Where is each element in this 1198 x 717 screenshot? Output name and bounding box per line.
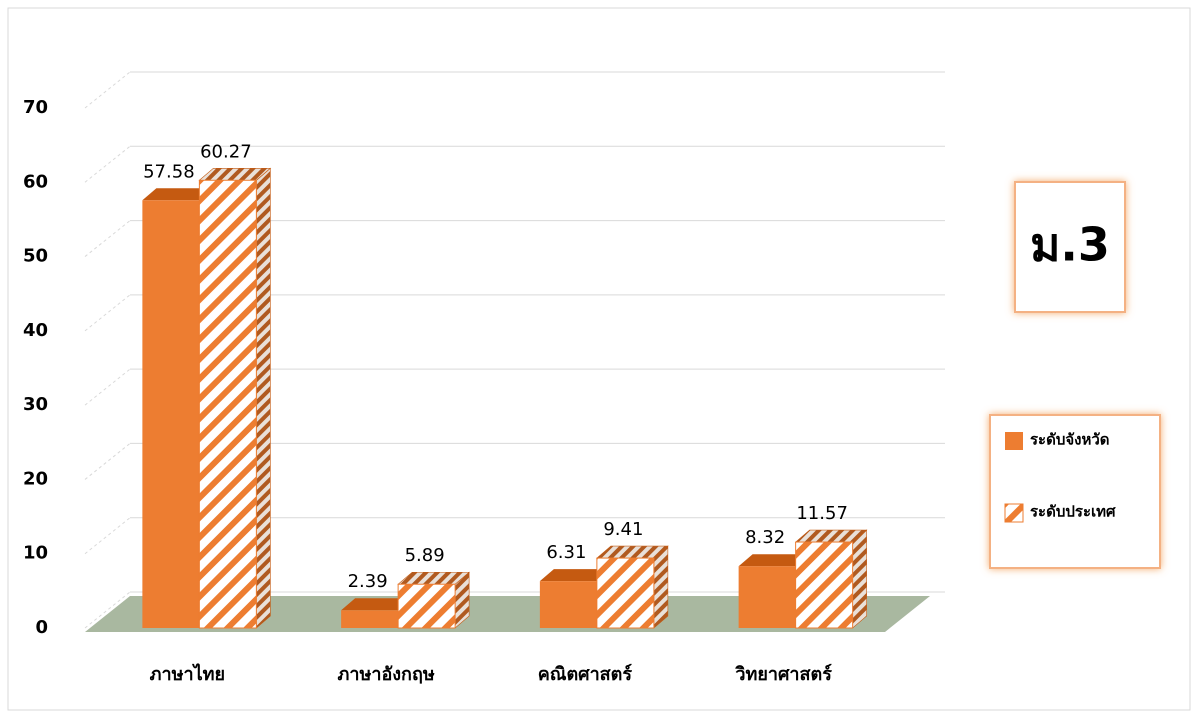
bar: [539, 581, 597, 628]
y-tick-label: 0: [35, 617, 48, 638]
bar: [397, 583, 456, 629]
value-label: 2.39: [348, 571, 388, 592]
value-label: 9.41: [603, 519, 643, 540]
grid-diagonal: [84, 368, 131, 406]
annotation-box: [1014, 181, 1126, 313]
y-tick-label: 70: [23, 97, 48, 118]
bar-side: [653, 545, 669, 629]
legend-label: ระดับจังหวัด: [1030, 431, 1110, 449]
value-label: 6.31: [546, 542, 586, 563]
y-tick-label: 60: [23, 171, 48, 192]
legend-swatch: [1004, 503, 1024, 523]
bar-side: [256, 167, 271, 629]
bar-top: [341, 598, 413, 611]
x-tick-label: คณิตศาสตร์: [538, 663, 633, 685]
value-label: 11.57: [796, 503, 848, 524]
value-label: 5.89: [405, 545, 445, 566]
grid-diagonal: [84, 591, 131, 629]
x-tick-label: ภาษาอังกฤษ: [338, 664, 435, 685]
grid-diagonal: [84, 220, 131, 257]
bar: [596, 557, 655, 629]
y-tick-label: 40: [23, 320, 48, 341]
bar-top: [738, 554, 810, 567]
legend-swatch: [1005, 432, 1023, 450]
bar: [738, 566, 796, 628]
legend-label: ระดับประเทศ: [1030, 503, 1116, 521]
value-label: 8.32: [745, 527, 785, 548]
grid-diagonal: [84, 517, 131, 555]
bar-top: [142, 188, 214, 201]
bar: [198, 179, 257, 629]
y-tick-label: 50: [23, 246, 48, 267]
floor: [85, 596, 930, 632]
value-label: 60.27: [200, 141, 252, 162]
grid-diagonal: [84, 294, 131, 332]
value-label: 57.58: [143, 161, 195, 182]
y-tick-label: 20: [23, 468, 48, 489]
y-tick-label: 30: [23, 394, 48, 415]
grid-diagonal: [84, 443, 131, 480]
bar-top: [539, 569, 611, 582]
annotation: ม.3: [1030, 218, 1110, 272]
bar: [795, 541, 854, 629]
bar-side: [852, 529, 867, 629]
x-tick-label: วิทยาศาสตร์: [734, 663, 832, 685]
y-tick-label: 10: [23, 543, 48, 564]
x-tick-label: ภาษาไทย: [150, 663, 225, 685]
grid-diagonal: [84, 145, 131, 183]
bar: [341, 610, 399, 628]
bar: [142, 200, 200, 628]
grid-diagonal: [84, 71, 131, 109]
